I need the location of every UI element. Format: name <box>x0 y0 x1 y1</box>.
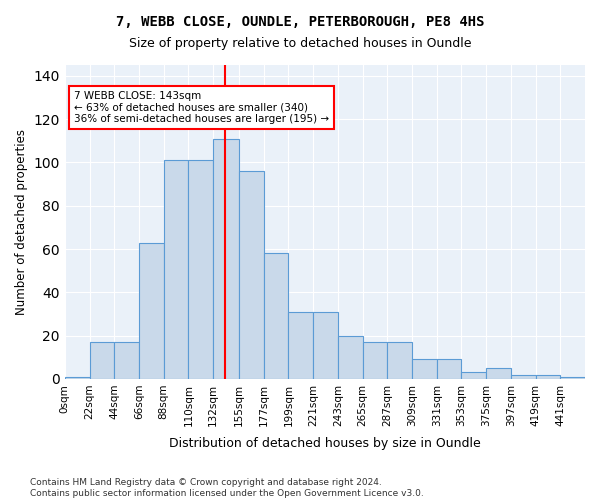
Bar <box>437 360 461 379</box>
Bar <box>114 342 139 379</box>
Bar <box>362 342 387 379</box>
Bar <box>188 160 213 379</box>
Bar <box>338 336 362 379</box>
X-axis label: Distribution of detached houses by size in Oundle: Distribution of detached houses by size … <box>169 437 481 450</box>
Y-axis label: Number of detached properties: Number of detached properties <box>15 129 28 315</box>
Bar <box>536 374 560 379</box>
Bar <box>486 368 511 379</box>
Bar <box>412 360 437 379</box>
Bar <box>213 138 239 379</box>
Bar <box>387 342 412 379</box>
Bar <box>65 376 89 379</box>
Bar <box>560 376 585 379</box>
Text: 7, WEBB CLOSE, OUNDLE, PETERBOROUGH, PE8 4HS: 7, WEBB CLOSE, OUNDLE, PETERBOROUGH, PE8… <box>116 15 484 29</box>
Text: Size of property relative to detached houses in Oundle: Size of property relative to detached ho… <box>129 38 471 51</box>
Bar <box>139 242 164 379</box>
Bar <box>511 374 536 379</box>
Bar <box>313 312 338 379</box>
Bar <box>164 160 188 379</box>
Bar <box>289 312 313 379</box>
Bar <box>263 254 289 379</box>
Text: Contains HM Land Registry data © Crown copyright and database right 2024.
Contai: Contains HM Land Registry data © Crown c… <box>30 478 424 498</box>
Text: 7 WEBB CLOSE: 143sqm
← 63% of detached houses are smaller (340)
36% of semi-deta: 7 WEBB CLOSE: 143sqm ← 63% of detached h… <box>74 91 329 124</box>
Bar <box>239 171 263 379</box>
Bar <box>89 342 114 379</box>
Bar <box>461 372 486 379</box>
